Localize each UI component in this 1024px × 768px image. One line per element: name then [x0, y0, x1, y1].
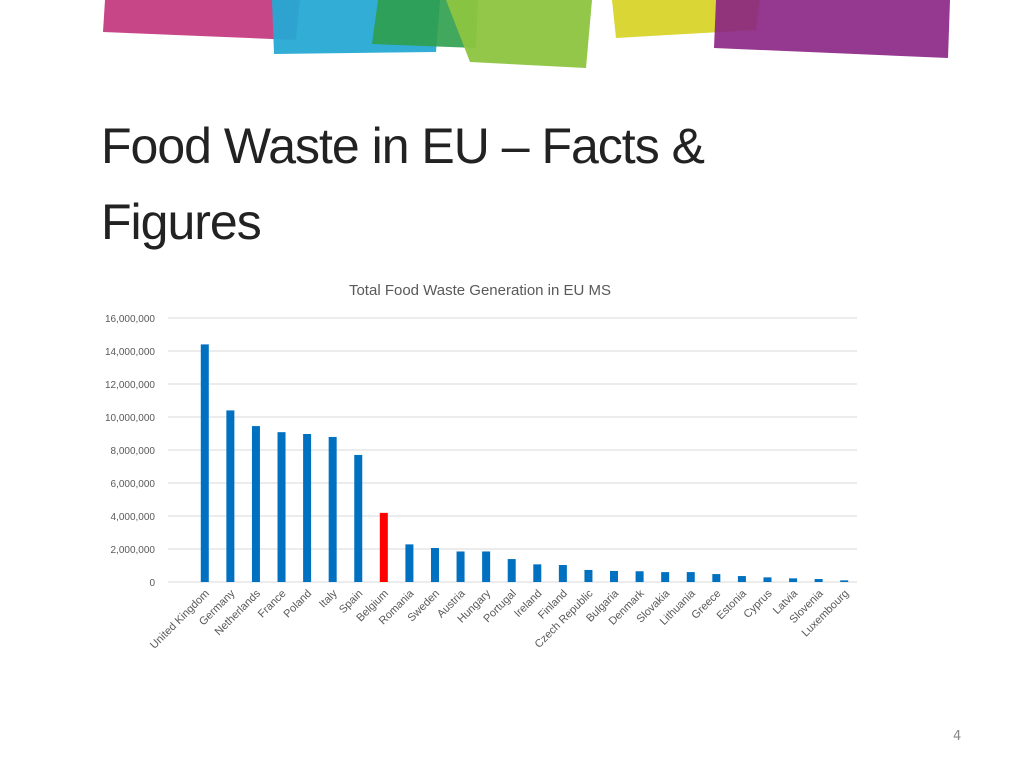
bar-portugal: [507, 559, 516, 582]
bar-finland: [558, 565, 567, 582]
bar-italy: [328, 436, 337, 582]
x-tick-label: Estonia: [715, 587, 750, 622]
bar-lithuania: [686, 572, 695, 582]
deco-shape-magenta: [103, 0, 300, 40]
y-tick-label: 12,000,000: [105, 380, 155, 391]
bar-bulgaria: [610, 570, 619, 582]
bar-chart: Total Food Waste Generation in EU MS 0 2,…: [105, 282, 857, 651]
bar-united-kingdom: [200, 344, 209, 582]
y-tick-label: 2,000,000: [111, 545, 156, 556]
y-tick-label: 10,000,000: [105, 413, 155, 424]
slide-title: Food Waste in EU – Facts & Figures: [101, 118, 705, 250]
bar-sweden: [430, 548, 439, 582]
bar-hungary: [482, 551, 491, 582]
page-number: 4: [953, 729, 962, 744]
bar-slovenia: [814, 579, 823, 582]
bar-netherlands: [251, 426, 260, 582]
bar-belgium: [379, 512, 388, 582]
bar-poland: [303, 433, 312, 582]
bar-france: [277, 432, 286, 582]
bar-spain: [354, 454, 363, 582]
bar-germany: [226, 410, 235, 582]
header-decoration: [103, 0, 950, 68]
chart-title: Total Food Waste Generation in EU MS: [349, 282, 611, 299]
y-tick-label: 16,000,000: [105, 314, 155, 325]
bar-ireland: [533, 564, 542, 582]
y-tick-label: 0: [149, 578, 155, 589]
bar-luxembourg: [840, 580, 849, 582]
bar-slovakia: [661, 572, 670, 582]
x-tick-label: Cyprus: [741, 587, 774, 620]
y-tick-label: 14,000,000: [105, 347, 155, 358]
bar-estonia: [737, 576, 746, 582]
bar-latvia: [789, 578, 798, 582]
y-tick-label: 6,000,000: [111, 479, 156, 490]
bar-czech-republic: [584, 569, 593, 582]
y-tick-label: 4,000,000: [111, 512, 156, 523]
deco-shape-purple: [714, 0, 950, 58]
bar-cyprus: [763, 577, 772, 582]
y-tick-label: 8,000,000: [111, 446, 156, 457]
bar-romania: [405, 544, 414, 582]
bar-greece: [712, 574, 721, 582]
bar-denmark: [635, 571, 644, 582]
bar-austria: [456, 551, 465, 582]
deco-shape-lime: [446, 0, 592, 68]
x-tick-label: Poland: [282, 588, 315, 621]
